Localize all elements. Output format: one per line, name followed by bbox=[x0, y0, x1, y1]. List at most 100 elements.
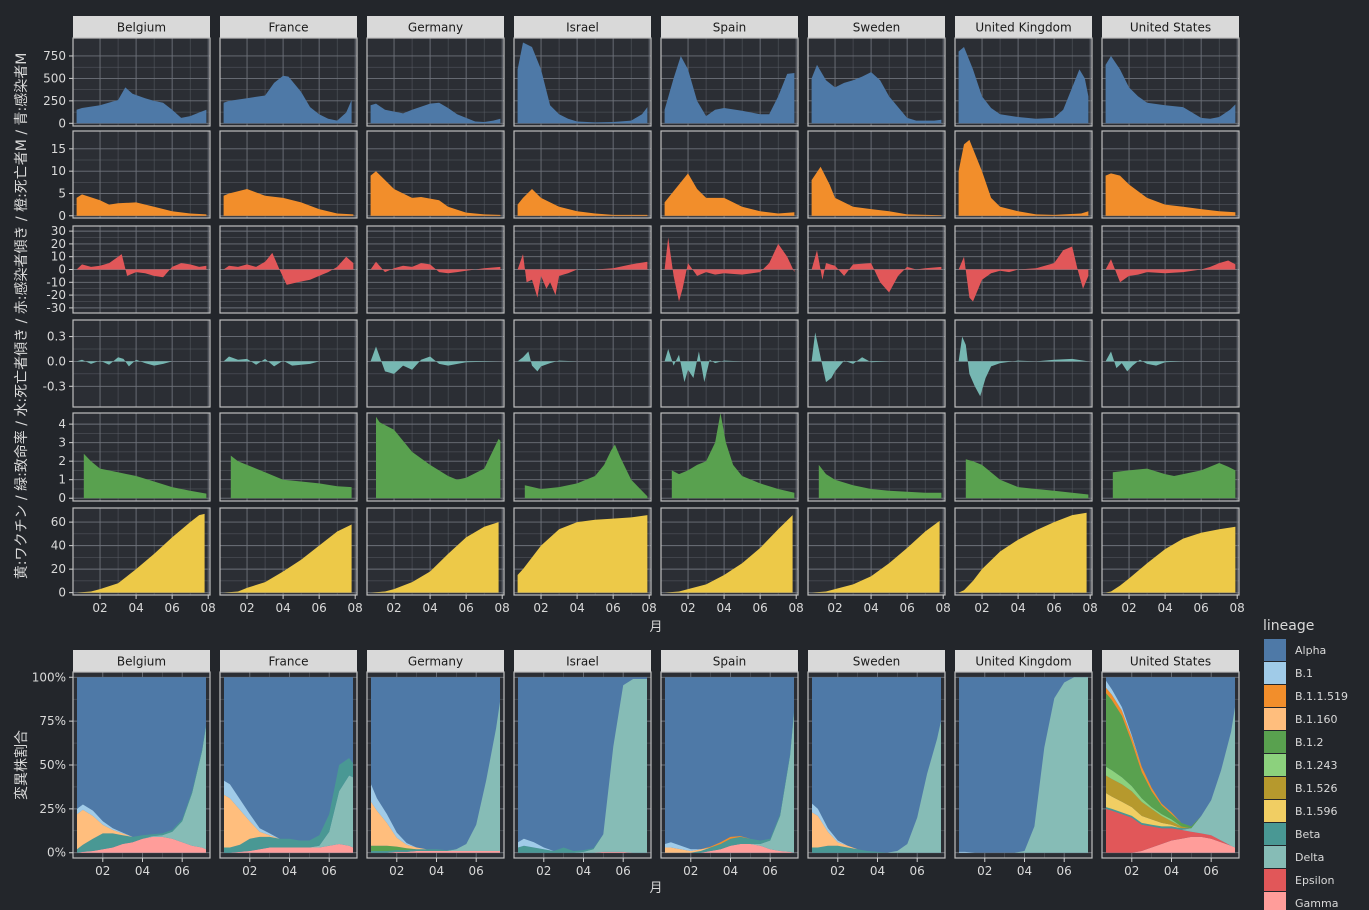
panel bbox=[366, 507, 505, 596]
facet-strip bbox=[1102, 650, 1239, 672]
panel-border bbox=[1101, 37, 1240, 127]
facet-label: United Kingdom bbox=[975, 655, 1071, 669]
area-series bbox=[958, 512, 1087, 593]
area-series bbox=[517, 515, 648, 593]
area-series bbox=[965, 459, 1089, 499]
x-tick-label: 04 bbox=[716, 601, 731, 615]
area-series bbox=[76, 357, 207, 367]
facet-label: Belgium bbox=[117, 655, 166, 669]
legend-label: B.1.243 bbox=[1295, 759, 1338, 772]
legend-label: Gamma bbox=[1295, 897, 1338, 910]
y-tick-label: 15 bbox=[51, 142, 66, 156]
area-series bbox=[518, 851, 647, 853]
panel-border bbox=[366, 507, 505, 596]
area-series bbox=[77, 726, 206, 853]
facet-strip bbox=[73, 650, 210, 672]
area-series bbox=[811, 64, 942, 124]
x-tick-label: 08 bbox=[495, 601, 510, 615]
panel bbox=[660, 412, 799, 502]
facet-label: Spain bbox=[713, 655, 747, 669]
area-series bbox=[1105, 259, 1236, 283]
x-tick-label: 02 bbox=[95, 864, 110, 878]
legend-swatch bbox=[1264, 731, 1286, 753]
x-tick-label: 04 bbox=[135, 864, 150, 878]
panel-border bbox=[660, 507, 799, 596]
facet-label: France bbox=[269, 655, 309, 669]
x-tick-label: 06 bbox=[469, 864, 484, 878]
area-series bbox=[76, 513, 205, 593]
area-series bbox=[664, 173, 795, 216]
panel bbox=[660, 319, 799, 408]
y-tick-label: 0 bbox=[58, 263, 66, 277]
panel bbox=[1101, 225, 1240, 314]
y-tick-label: 3 bbox=[58, 436, 66, 450]
y-tick-label: 5 bbox=[58, 186, 66, 200]
x-tick-label: 02 bbox=[239, 601, 254, 615]
area-series bbox=[517, 254, 648, 298]
area-series bbox=[664, 237, 795, 302]
x-tick-label: 06 bbox=[175, 864, 190, 878]
facet-strip bbox=[514, 16, 651, 38]
legend-swatch bbox=[1264, 823, 1286, 845]
panel-border bbox=[366, 671, 505, 859]
x-tick-label: 02 bbox=[536, 864, 551, 878]
area-series bbox=[1106, 808, 1235, 853]
x-tick-label: 02 bbox=[974, 601, 989, 615]
panel-border bbox=[219, 507, 358, 596]
area-series bbox=[224, 758, 353, 853]
x-tick-label: 08 bbox=[201, 601, 216, 615]
x-tick-label: 02 bbox=[827, 601, 842, 615]
panel bbox=[954, 507, 1093, 596]
panel bbox=[219, 37, 358, 127]
area-series bbox=[224, 844, 353, 853]
facet-label: Sweden bbox=[853, 21, 900, 35]
panel-background bbox=[73, 320, 210, 407]
facet-strip bbox=[220, 16, 357, 38]
panel-border bbox=[513, 37, 652, 127]
area-series bbox=[370, 261, 501, 274]
panel bbox=[1101, 671, 1240, 859]
x-tick-label: 06 bbox=[1204, 864, 1219, 878]
area-series bbox=[77, 836, 206, 853]
panel-border bbox=[513, 319, 652, 408]
area-series bbox=[517, 351, 648, 372]
panel bbox=[366, 37, 505, 127]
x-tick-label: 02 bbox=[683, 864, 698, 878]
panel bbox=[660, 225, 799, 314]
legend-label: B.1.160 bbox=[1295, 713, 1338, 726]
panel-border bbox=[954, 130, 1093, 219]
area-series bbox=[223, 252, 354, 285]
area-series bbox=[812, 721, 941, 853]
panel-border bbox=[72, 319, 211, 408]
panel-border bbox=[660, 412, 799, 502]
area-series bbox=[77, 724, 206, 850]
area-series bbox=[223, 75, 352, 124]
facet-strip bbox=[367, 650, 504, 672]
x-tick-label: 04 bbox=[282, 864, 297, 878]
panel-border bbox=[72, 130, 211, 219]
panel bbox=[807, 671, 946, 859]
x-tick-label: 02 bbox=[389, 864, 404, 878]
facet-strip bbox=[220, 650, 357, 672]
panel bbox=[1101, 319, 1240, 408]
facet-label: Belgium bbox=[117, 21, 166, 35]
panel-border bbox=[513, 507, 652, 596]
legend-swatch bbox=[1264, 800, 1286, 822]
area-series bbox=[76, 254, 207, 278]
panel bbox=[219, 319, 358, 408]
facet-label: United Kingdom bbox=[975, 21, 1071, 35]
facet-strip bbox=[1102, 16, 1239, 38]
y-tick-label: 20 bbox=[51, 562, 66, 576]
y-axis-title: 変異株割合 bbox=[13, 730, 30, 800]
panel bbox=[1101, 37, 1240, 127]
panel bbox=[513, 225, 652, 314]
panel bbox=[954, 37, 1093, 127]
panel bbox=[954, 412, 1093, 502]
panel-border bbox=[219, 130, 358, 219]
x-tick-label: 02 bbox=[242, 864, 257, 878]
panel-border bbox=[660, 225, 799, 314]
panel bbox=[807, 37, 946, 127]
legend-label: B.1.1.519 bbox=[1295, 690, 1348, 703]
y-tick-label: 0.3 bbox=[47, 330, 66, 344]
panel-border bbox=[72, 507, 211, 596]
